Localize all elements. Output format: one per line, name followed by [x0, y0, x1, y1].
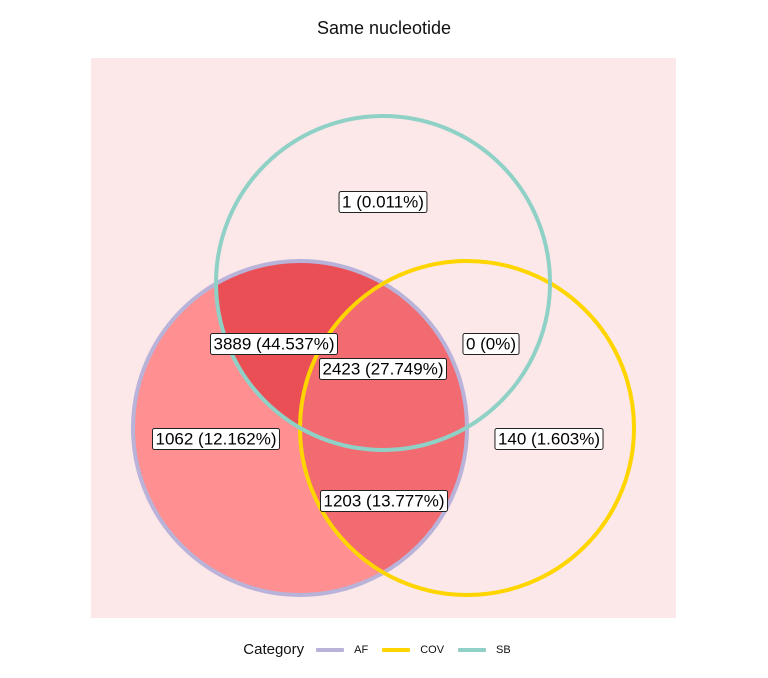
legend-item-cov: COV [382, 644, 444, 656]
region-label-af-cov: 1203 (13.777%) [320, 490, 448, 512]
legend-swatch-sb [458, 647, 487, 652]
sb-set-outline [214, 114, 552, 452]
legend-item-af: AF [316, 644, 368, 656]
region-label-box [338, 191, 428, 213]
region-label-text: 140 (1.603%) [498, 430, 600, 449]
legend-swatch-cov [382, 647, 411, 652]
region-label-text: 1062 (12.162%) [156, 430, 277, 449]
region-label-af-sb-cov: 2423 (27.749%) [319, 358, 447, 380]
region-label-text: 3889 (44.537%) [214, 335, 335, 354]
af-sb-cov-overlap-fill [300, 261, 467, 450]
region-label-box [152, 428, 280, 450]
region-label-box [319, 358, 447, 380]
legend-label-sb: SB [496, 643, 511, 656]
region-label-box [210, 333, 338, 355]
legend-label-af: AF [354, 643, 369, 656]
region-label-box [494, 428, 604, 450]
chart-title: Same nucleotide [316, 18, 452, 38]
region-label-text: 0 (0%) [466, 335, 516, 354]
legend-swatch-af [316, 647, 345, 652]
region-label-text: 1 (0.011%) [342, 193, 424, 212]
region-label-sb-only: 1 (0.011%) [338, 191, 428, 213]
region-label-text: 2423 (27.749%) [323, 360, 444, 379]
region-label-af-only: 1062 (12.162%) [152, 428, 280, 450]
region-label-sb-cov: 0 (0%) [462, 333, 520, 355]
region-label-af-sb: 3889 (44.537%) [210, 333, 338, 355]
region-label-box [462, 333, 520, 355]
legend-title: Category [243, 641, 305, 658]
legend-item-sb: SB [458, 644, 511, 656]
region-label-text: 1203 (13.777%) [324, 492, 445, 511]
legend-label-cov: COV [420, 643, 445, 656]
region-label-cov-only: 140 (1.603%) [494, 428, 604, 450]
region-label-box [320, 490, 448, 512]
legend: Category AF COV SB [0, 641, 768, 658]
